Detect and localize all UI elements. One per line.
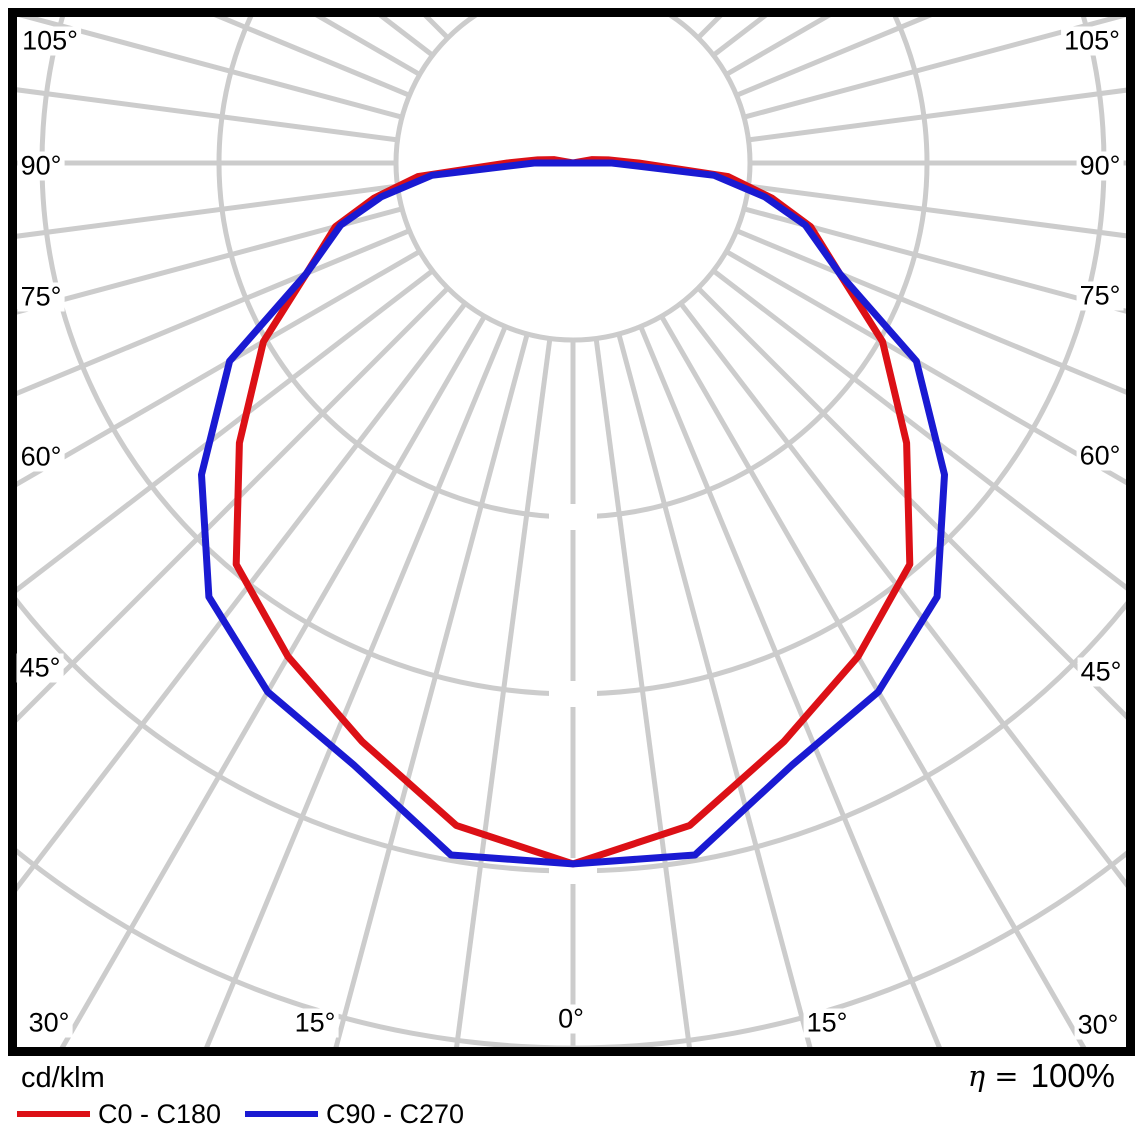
legend-item-c0-c180: C0 - C180 [17, 1098, 222, 1129]
grid-spoke [711, 268, 1126, 591]
angle-label-14: 0° [555, 1004, 587, 1034]
legend-swatch-blue-line [245, 1111, 318, 1117]
angle-label-5: 75° [1076, 281, 1124, 311]
polar-diagram [8, 8, 1135, 1056]
grid-spoke [17, 87, 398, 143]
angle-label-9: 45° [1077, 657, 1125, 687]
grid-spoke [593, 338, 692, 1047]
grid-spoke [735, 228, 1126, 395]
angle-label-2: 90° [17, 151, 65, 181]
grid-spoke [204, 325, 508, 1047]
angle-label-7: 60° [1076, 441, 1124, 471]
grid-spoke [454, 338, 553, 1047]
grid-spoke [17, 301, 468, 892]
grid-spoke [638, 325, 942, 1047]
grid-spoke [678, 301, 1126, 888]
grid-spoke [17, 268, 435, 593]
angle-label-0: 105° [19, 26, 81, 56]
legend-swatch-red-line [17, 1111, 90, 1117]
grid-spoke [696, 286, 1126, 720]
grid-spoke [748, 183, 1126, 239]
efficiency-label: η = 100% [968, 1057, 1115, 1095]
grid-spoke [18, 17, 403, 120]
grid-spoke [17, 228, 411, 397]
grid-spoke [17, 183, 398, 239]
legend-item-c90-c270: C90 - C270 [245, 1098, 465, 1129]
grid-spoke [616, 333, 813, 1047]
unit-label: cd/klm [21, 1062, 105, 1094]
eta-symbol: η = [967, 1059, 1019, 1093]
intensity-curves [198, 156, 948, 868]
ring-value-box [549, 681, 597, 707]
grid-spoke [333, 333, 530, 1047]
angle-label-layer: 105° 105° 90° 90° 75° 75° 60° 60° 45° 45° 30° 30° 15… [16, 26, 1125, 1040]
legend-label-c90-c270: C90 - C270 [326, 1098, 465, 1129]
ring-value-box [549, 504, 597, 530]
grid-spoke [743, 206, 1126, 314]
angle-label-8: 45° [16, 653, 64, 683]
grid-spoke [59, 315, 487, 1047]
angle-label-11: 30° [1074, 1010, 1122, 1040]
plot-border [8, 8, 1135, 1056]
grid-spoke [17, 286, 450, 723]
grid-spoke [659, 315, 1087, 1047]
angle-label-13: 15° [803, 1008, 851, 1038]
angle-label-4: 75° [17, 282, 65, 312]
efficiency-value: 100% [1030, 1057, 1115, 1094]
grid-spoke [17, 206, 403, 315]
angle-label-1: 105° [1061, 26, 1123, 56]
angle-label-10: 30° [25, 1008, 73, 1038]
legend-label-c0-c180: C0 - C180 [98, 1098, 222, 1129]
curve-c90-c270 [198, 159, 948, 868]
angle-label-3: 90° [1076, 151, 1124, 181]
angle-label-12: 15° [291, 1008, 339, 1038]
grid-spoke [743, 17, 1126, 120]
angle-label-6: 60° [17, 442, 65, 472]
grid-spoke [748, 87, 1126, 143]
